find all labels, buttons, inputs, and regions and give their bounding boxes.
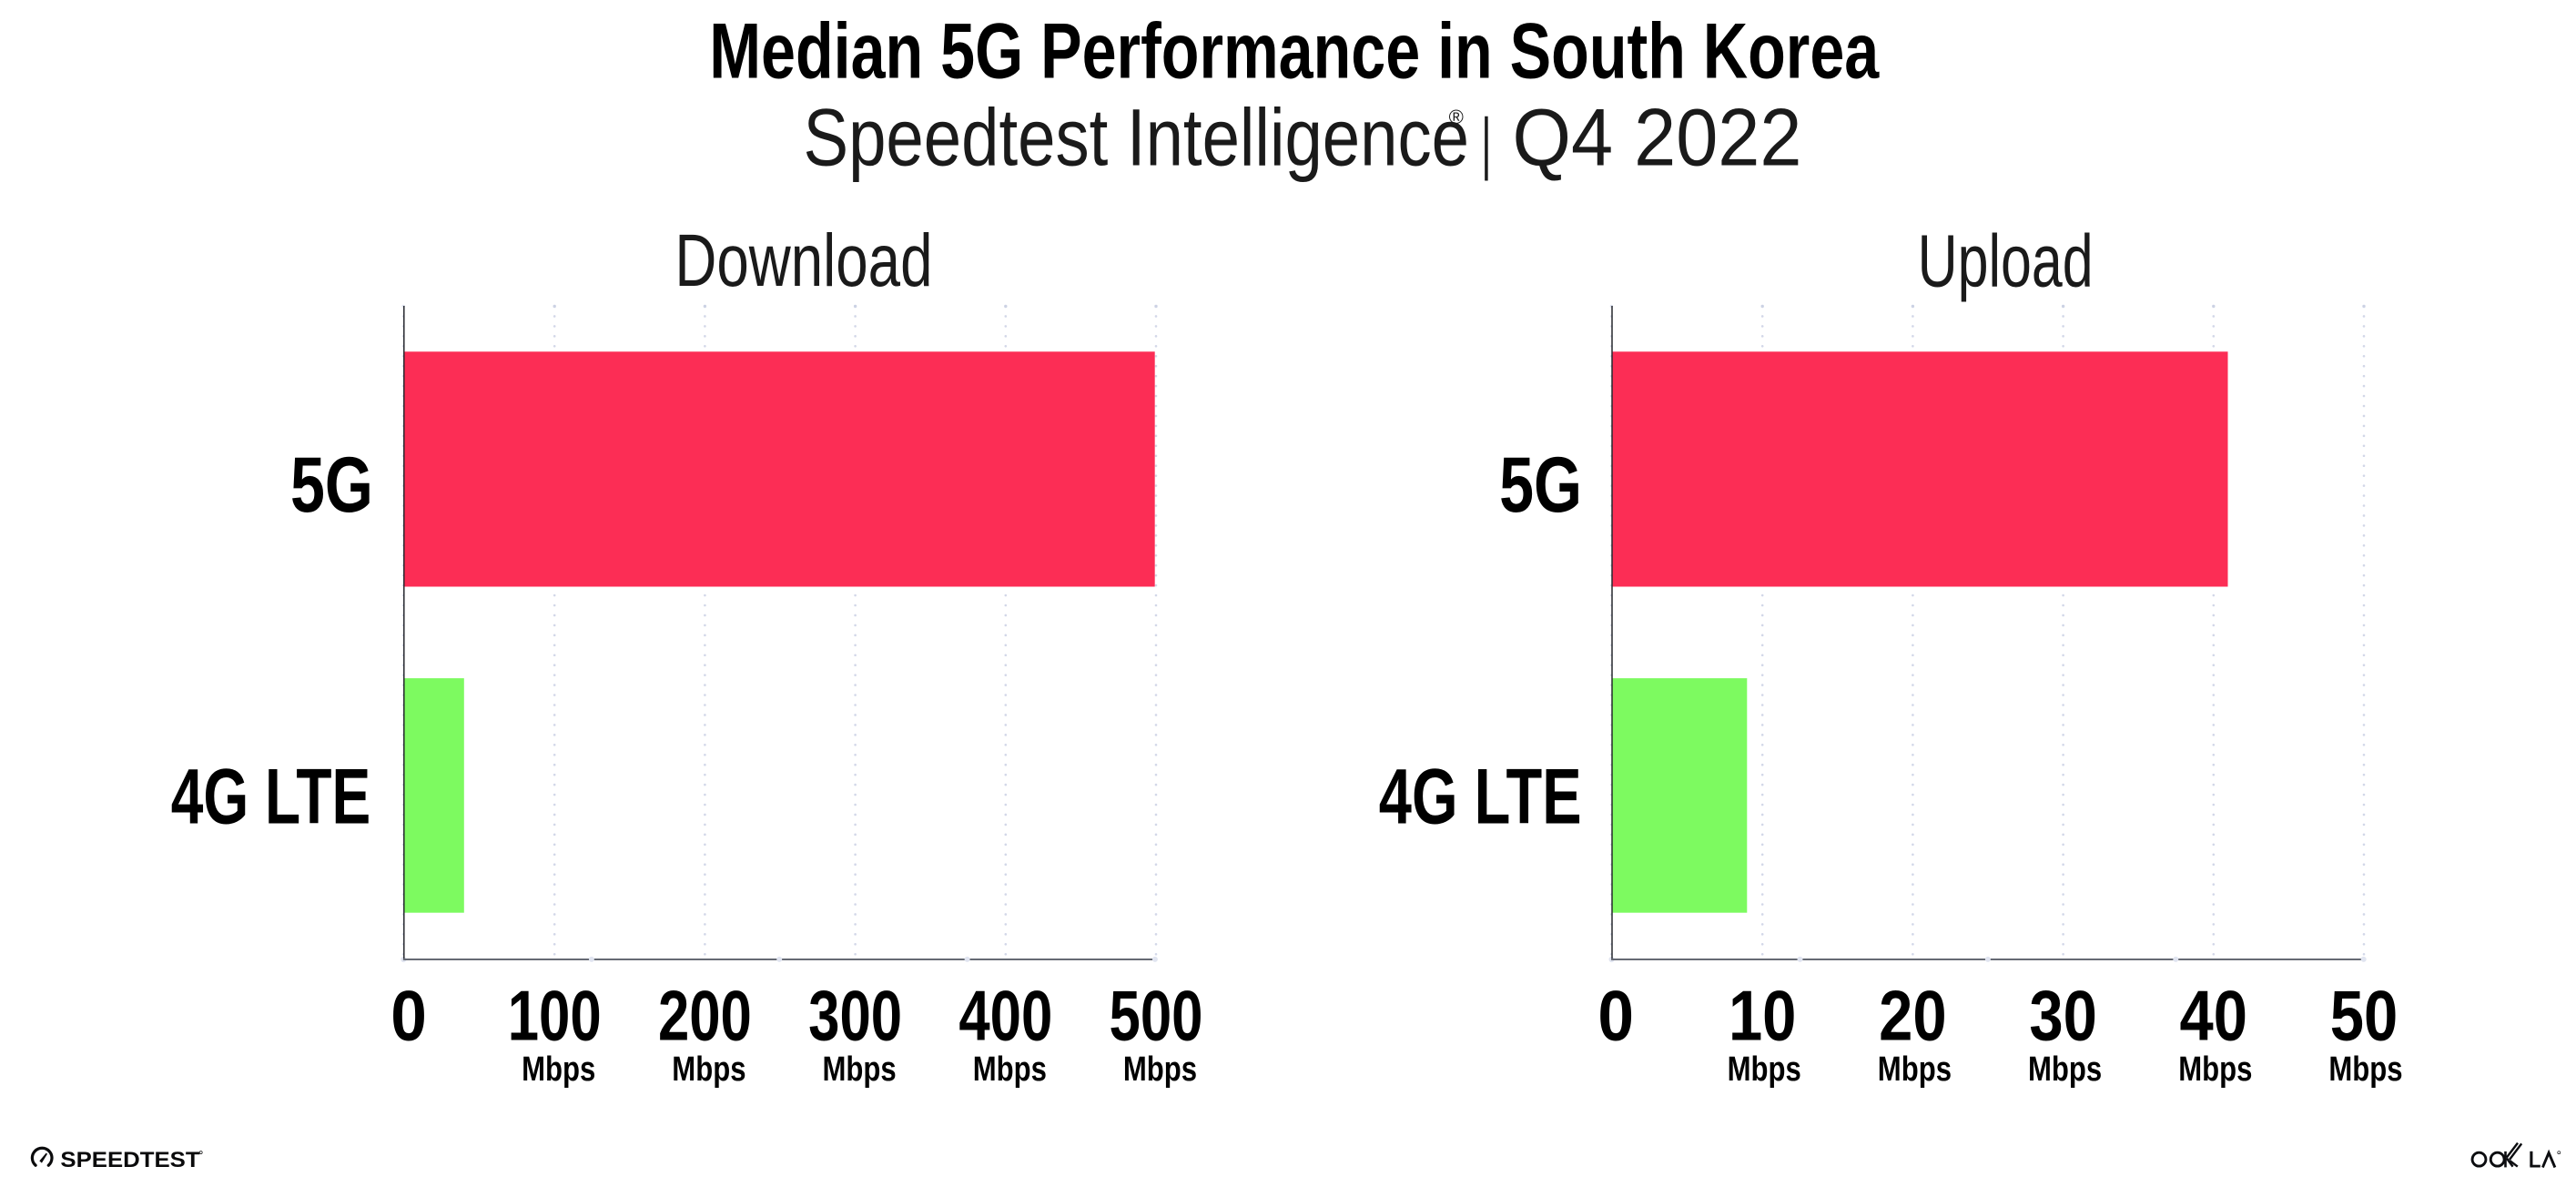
svg-text:®: ® (1449, 106, 1464, 128)
svg-text:Speedtest Intelligence: Speedtest Intelligence (804, 92, 1470, 182)
svg-text:Mbps: Mbps (1728, 1050, 1801, 1089)
svg-text:10: 10 (1729, 978, 1797, 1056)
svg-text:4G LTE: 4G LTE (1379, 754, 1582, 841)
svg-text:40: 40 (2180, 978, 2248, 1056)
svg-text:5G: 5G (1499, 441, 1582, 529)
svg-text:0: 0 (1597, 978, 1634, 1056)
svg-text:Mbps: Mbps (1878, 1050, 1952, 1089)
svg-text:300: 300 (808, 978, 902, 1056)
svg-text:Mbps: Mbps (1123, 1050, 1197, 1089)
svg-text:Median 5G Performance in South: Median 5G Performance in South Korea (709, 8, 1880, 96)
svg-text:Mbps: Mbps (522, 1050, 595, 1089)
svg-text:Mbps: Mbps (672, 1050, 745, 1089)
svg-text:Mbps: Mbps (2328, 1050, 2402, 1089)
svg-text:20: 20 (1879, 978, 1947, 1056)
svg-text:5G: 5G (290, 441, 373, 529)
svg-text:400: 400 (958, 978, 1052, 1056)
svg-text:Mbps: Mbps (2028, 1050, 2102, 1089)
svg-text:100: 100 (508, 978, 602, 1056)
svg-text:Q4 2022: Q4 2022 (1513, 92, 1802, 182)
svg-text:0: 0 (390, 978, 427, 1056)
svg-text:Download: Download (674, 219, 932, 302)
svg-text:30: 30 (2029, 978, 2097, 1056)
svg-text:4G LTE: 4G LTE (171, 754, 371, 841)
svg-text:50: 50 (2330, 978, 2399, 1056)
svg-text:SPEEDTEST: SPEEDTEST (60, 1148, 199, 1172)
svg-text:Upload: Upload (1918, 220, 2094, 303)
svg-text:Mbps: Mbps (2178, 1050, 2252, 1089)
svg-text:500: 500 (1110, 978, 1203, 1056)
svg-text:200: 200 (658, 978, 752, 1056)
svg-text:Mbps: Mbps (973, 1050, 1047, 1089)
svg-text:Mbps: Mbps (823, 1050, 897, 1089)
